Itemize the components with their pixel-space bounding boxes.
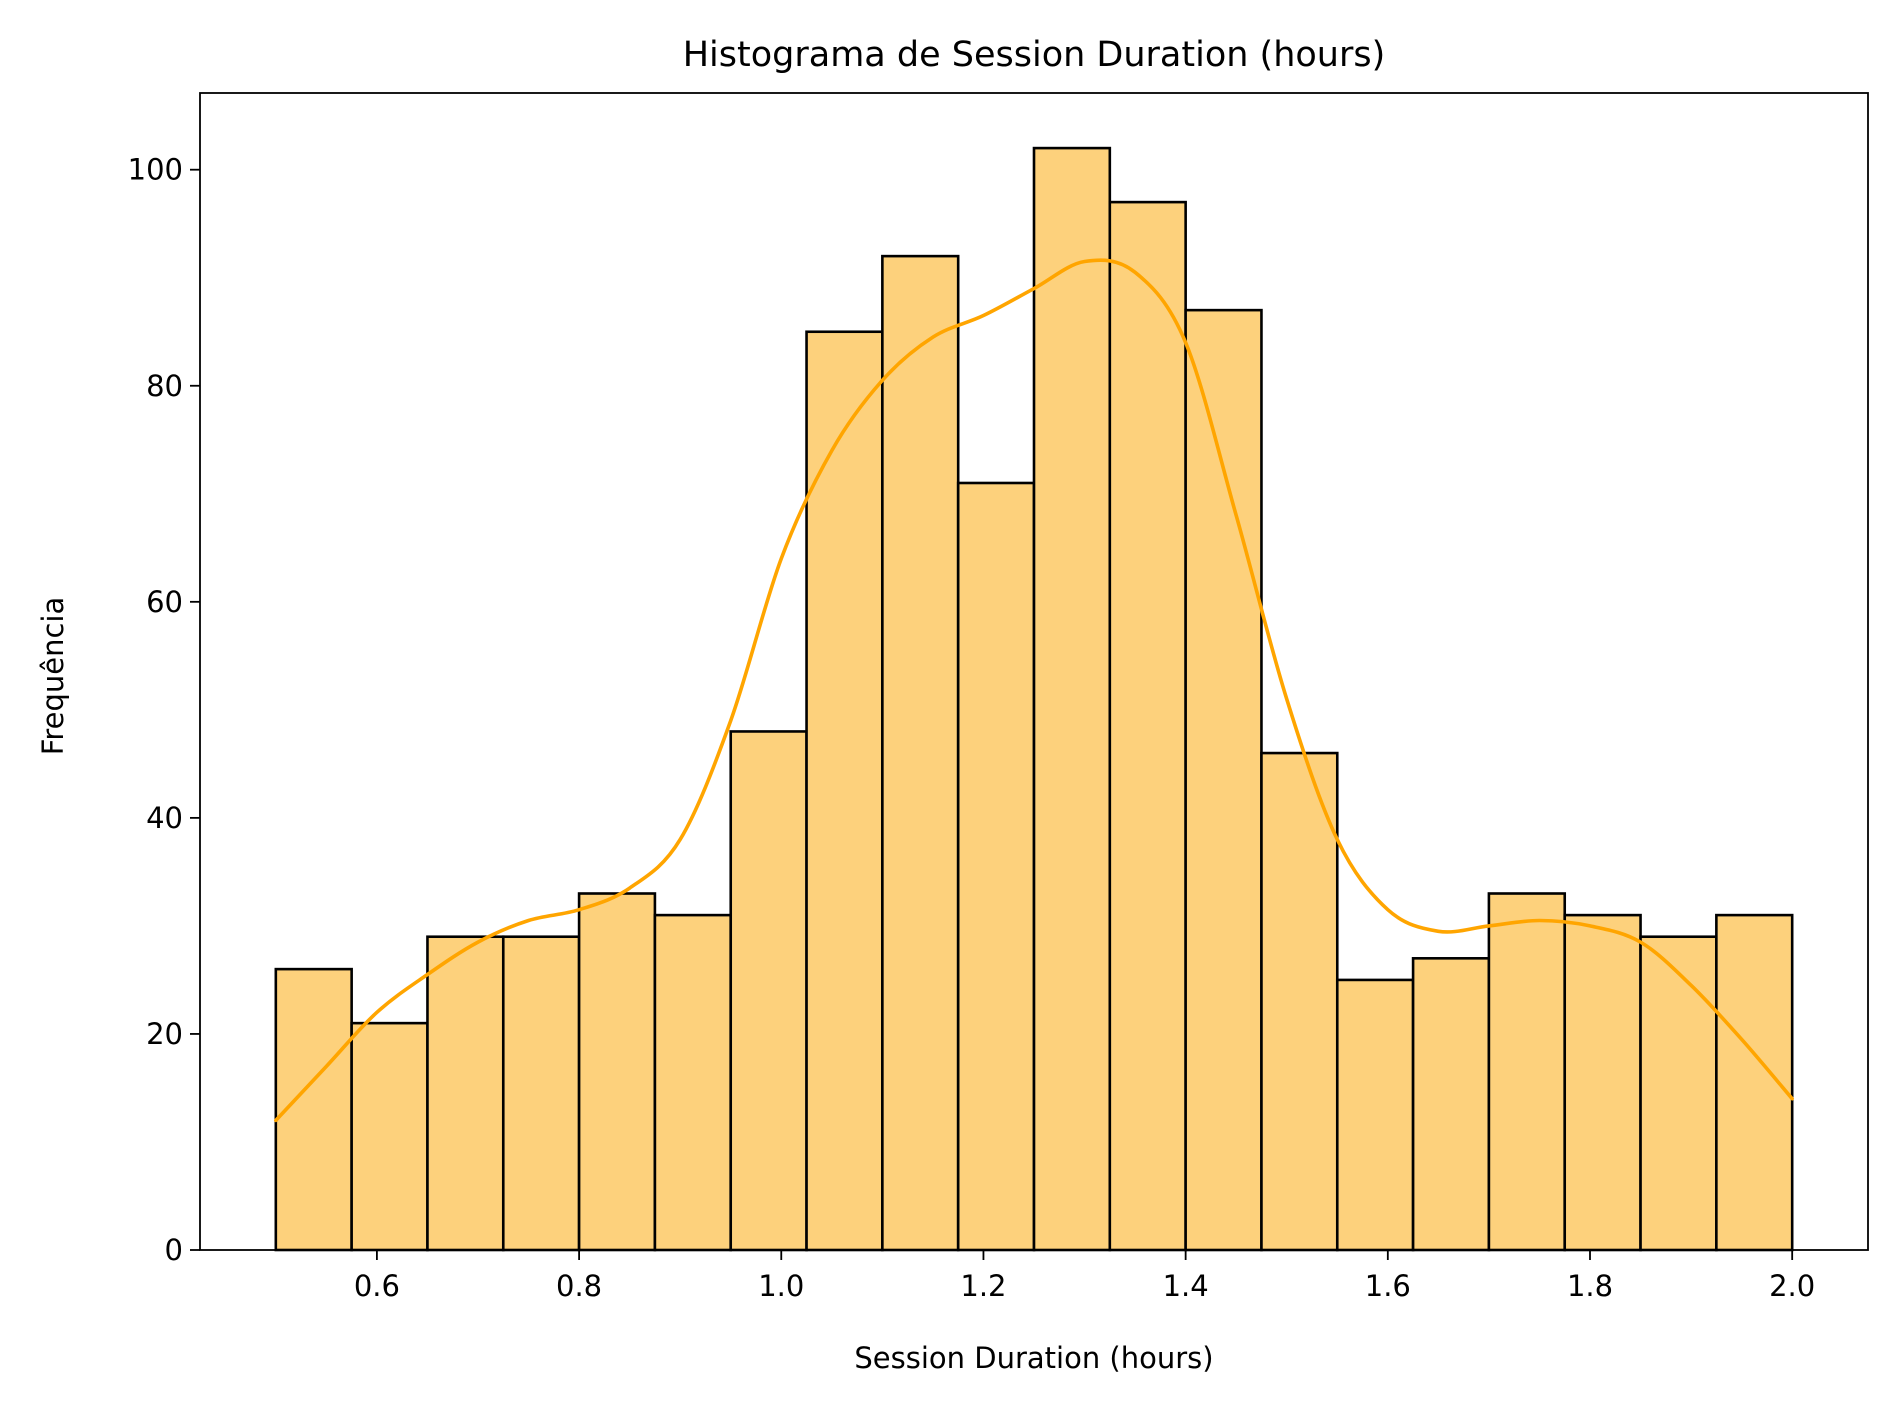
histogram-bar	[350, 1021, 429, 1252]
histogram-bar	[501, 935, 581, 1252]
x-tick-label: 1.2	[960, 1269, 1006, 1303]
histogram-bar	[805, 330, 884, 1252]
y-tick-label: 60	[146, 585, 183, 619]
y-tick-label: 20	[146, 1017, 183, 1051]
y-tick-label: 100	[128, 153, 183, 187]
chart-title: Histograma de Session Duration (hours)	[683, 35, 1386, 75]
y-axis-label: Frequência	[36, 597, 70, 755]
y-tick-label: 80	[146, 369, 183, 403]
histogram-bar	[1411, 957, 1491, 1252]
x-tick-label: 2.0	[1769, 1269, 1815, 1303]
x-tick-label: 0.6	[354, 1269, 400, 1303]
x-axis-ticks: 0.6 0.8 1.0 1.2 1.4 1.6 1.8 2.0	[354, 1250, 1815, 1303]
y-tick-label: 40	[146, 801, 183, 835]
histogram-bar	[1108, 200, 1187, 1252]
histogram-bars	[274, 146, 1794, 1252]
histogram-bar	[1639, 935, 1718, 1252]
histogram-bar	[881, 254, 960, 1252]
histogram-bar	[1335, 978, 1415, 1252]
x-tick-label: 1.8	[1567, 1269, 1613, 1303]
histogram-bar	[653, 913, 733, 1252]
y-axis-ticks: 0 20 40 60 80 100	[128, 153, 200, 1267]
x-tick-label: 1.6	[1365, 1269, 1411, 1303]
histogram-bar	[729, 730, 808, 1252]
histogram-bar	[1563, 913, 1642, 1252]
histogram-bar	[1184, 308, 1263, 1252]
x-tick-label: 0.8	[556, 1269, 602, 1303]
histogram-bar	[1032, 146, 1112, 1252]
plot-frame	[199, 92, 1869, 1251]
x-axis-label: Session Duration (hours)	[854, 1341, 1213, 1375]
histogram-bar	[274, 967, 353, 1252]
x-tick-label: 1.4	[1163, 1269, 1209, 1303]
x-tick-label: 1.0	[758, 1269, 804, 1303]
histogram-bar	[1260, 751, 1339, 1252]
y-tick-label: 0	[165, 1233, 183, 1267]
histogram-bar	[426, 935, 505, 1252]
histogram-bar	[1487, 892, 1567, 1252]
kde-curve	[274, 258, 1794, 1123]
histogram-bar	[577, 892, 657, 1252]
histogram-bar	[956, 481, 1036, 1252]
